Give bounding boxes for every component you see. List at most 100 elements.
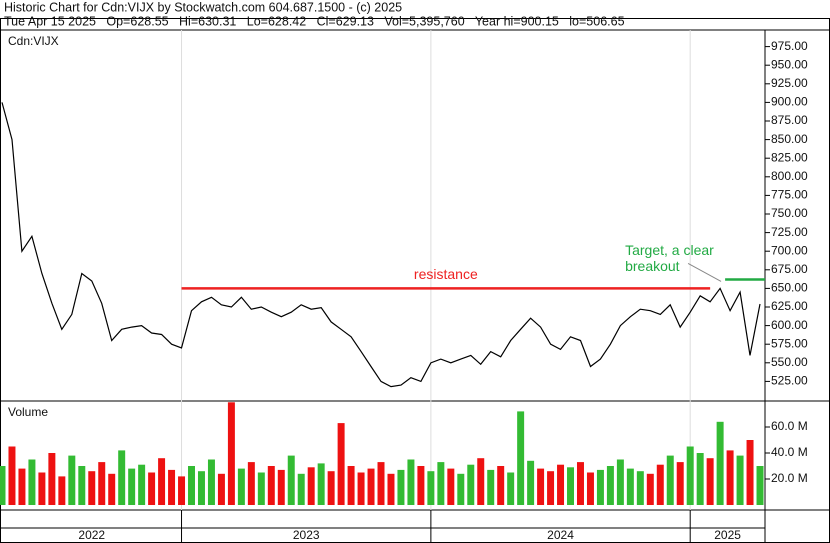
- volume-bar: [28, 459, 36, 505]
- volume-bar: [696, 453, 704, 505]
- volume-bar: [108, 473, 116, 505]
- volume-bar: [197, 471, 205, 505]
- volume-bar: [666, 455, 674, 505]
- y-tick-label: 550.00: [771, 355, 808, 369]
- volume-bar: [586, 472, 594, 505]
- volume-bar: [188, 466, 195, 505]
- volume-bar: [507, 472, 515, 505]
- volume-bar: [477, 458, 485, 505]
- target-label: breakout: [625, 258, 680, 274]
- volume-bar: [527, 460, 535, 505]
- volume-label: Volume: [8, 405, 48, 419]
- y-tick-label: 725.00: [771, 225, 808, 239]
- volume-bar: [427, 471, 435, 505]
- volume-bar: [337, 423, 345, 505]
- volume-bar: [118, 450, 126, 505]
- volume-bar: [547, 471, 555, 505]
- header-line: Tue Apr 15 2025 Op=628.55 Hi=630.31 Lo=6…: [4, 14, 625, 28]
- y-tick-label: 40.0 M: [771, 445, 808, 459]
- volume-bar: [207, 459, 215, 505]
- volume-bar: [487, 469, 495, 505]
- volume-bar: [756, 466, 764, 505]
- volume-bar: [576, 462, 584, 505]
- volume-bar: [227, 402, 235, 505]
- volume-bar: [18, 468, 26, 505]
- x-tick-label: 2022: [78, 528, 105, 542]
- y-tick-label: 850.00: [771, 132, 808, 146]
- volume-bar: [626, 468, 634, 505]
- y-tick-label: 525.00: [771, 374, 808, 388]
- y-tick-label: 20.0 M: [771, 471, 808, 485]
- volume-bar: [58, 476, 66, 505]
- volume-bar: [497, 466, 505, 505]
- volume-bar: [178, 476, 186, 505]
- volume-bar: [48, 453, 56, 505]
- y-tick-label: 675.00: [771, 262, 808, 276]
- volume-bar: [237, 468, 245, 505]
- volume-bar: [537, 468, 545, 505]
- symbol-label: Cdn:VIJX: [8, 34, 59, 48]
- header-line: Historic Chart for Cdn:VIJX by Stockwatc…: [4, 0, 402, 14]
- volume-bar: [746, 440, 754, 505]
- y-tick-label: 600.00: [771, 318, 808, 332]
- volume-bar: [467, 464, 475, 505]
- volume-bar: [437, 462, 445, 505]
- y-tick-label: 825.00: [771, 150, 808, 164]
- volume-bar: [128, 468, 136, 505]
- volume-bar: [636, 471, 644, 505]
- volume-bar: [407, 459, 415, 505]
- x-tick-label: 2025: [714, 528, 741, 542]
- volume-bar: [267, 466, 275, 505]
- x-tick-label: 2023: [293, 528, 320, 542]
- y-tick-label: 975.00: [771, 39, 808, 53]
- y-tick-label: 575.00: [771, 336, 808, 350]
- volume-bar: [148, 472, 156, 505]
- volume-bar: [98, 462, 106, 505]
- volume-bar: [726, 450, 734, 505]
- volume-bar: [38, 472, 46, 505]
- volume-bar: [377, 462, 385, 505]
- volume-bar: [247, 462, 255, 505]
- volume-bar: [387, 473, 395, 505]
- volume-bar: [8, 446, 16, 505]
- y-tick-label: 900.00: [771, 95, 808, 109]
- y-tick-label: 950.00: [771, 57, 808, 71]
- volume-bar: [257, 472, 265, 505]
- volume-bar: [457, 473, 465, 505]
- volume-bar: [606, 466, 614, 505]
- volume-bar: [706, 458, 714, 505]
- volume-bar: [656, 464, 664, 505]
- volume-bar: [0, 466, 6, 505]
- y-tick-label: 775.00: [771, 188, 808, 202]
- y-tick-label: 60.0 M: [771, 419, 808, 433]
- volume-bar: [287, 455, 295, 505]
- volume-bar: [357, 472, 365, 505]
- volume-bar: [716, 421, 724, 505]
- y-tick-label: 875.00: [771, 113, 808, 127]
- volume-bar: [557, 464, 565, 505]
- volume-bar: [447, 468, 455, 505]
- volume-bar: [567, 467, 575, 505]
- volume-bar: [646, 473, 654, 505]
- volume-bar: [367, 468, 375, 505]
- volume-bar: [686, 446, 694, 505]
- volume-bar: [417, 466, 425, 505]
- y-tick-label: 750.00: [771, 206, 808, 220]
- volume-bar: [596, 469, 604, 505]
- y-tick-label: 700.00: [771, 243, 808, 257]
- volume-bar: [78, 466, 86, 505]
- volume-bar: [88, 471, 96, 505]
- volume-bar: [347, 466, 355, 505]
- volume-bar: [277, 469, 285, 505]
- volume-bar: [307, 467, 315, 505]
- y-tick-label: 650.00: [771, 281, 808, 295]
- y-tick-label: 800.00: [771, 169, 808, 183]
- volume-bar: [397, 469, 405, 505]
- volume-bar: [676, 462, 684, 505]
- volume-bar: [327, 471, 335, 505]
- volume-bar: [158, 458, 166, 505]
- volume-bar: [297, 473, 305, 505]
- resistance-label: resistance: [414, 266, 478, 282]
- volume-bar: [736, 455, 744, 505]
- y-tick-label: 625.00: [771, 299, 808, 313]
